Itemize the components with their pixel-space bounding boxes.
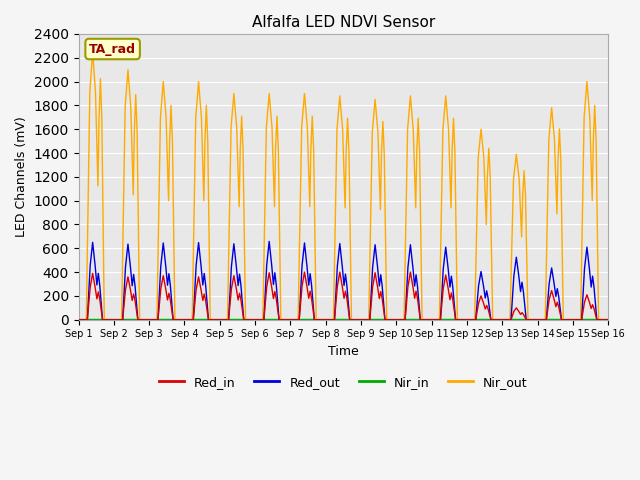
Title: Alfalfa LED NDVI Sensor: Alfalfa LED NDVI Sensor	[252, 15, 435, 30]
X-axis label: Time: Time	[328, 345, 358, 358]
Y-axis label: LED Channels (mV): LED Channels (mV)	[15, 117, 28, 237]
Text: TA_rad: TA_rad	[89, 43, 136, 56]
Legend: Red_in, Red_out, Nir_in, Nir_out: Red_in, Red_out, Nir_in, Nir_out	[154, 371, 532, 394]
